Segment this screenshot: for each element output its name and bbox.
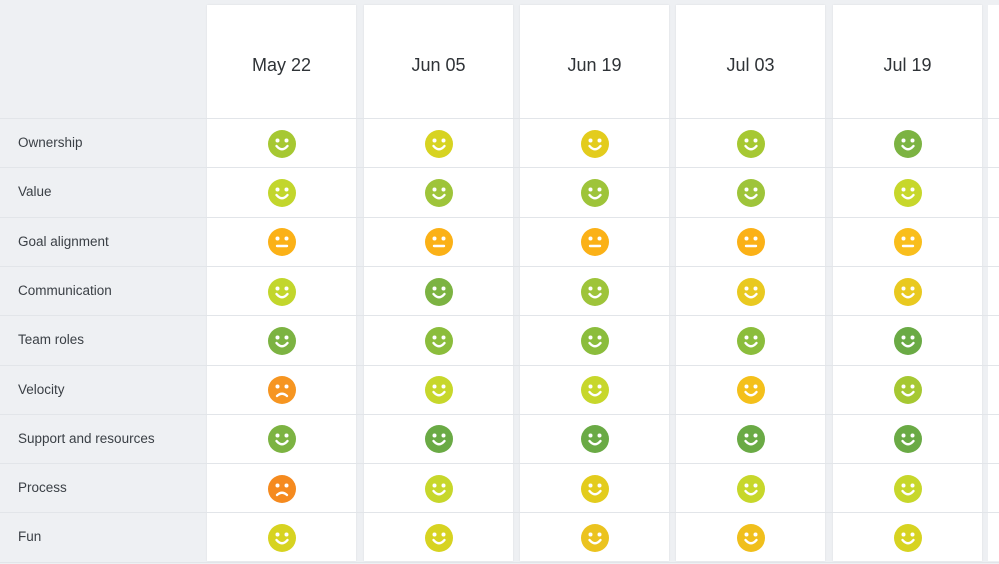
happy-face-icon[interactable] <box>267 178 297 208</box>
happy-face-icon[interactable] <box>736 474 766 504</box>
happy-face-icon[interactable] <box>424 474 454 504</box>
happy-face-icon[interactable] <box>736 326 766 356</box>
happy-face-icon[interactable] <box>580 424 610 454</box>
metric-label: Process <box>18 480 67 496</box>
neutral-face-icon[interactable] <box>580 227 610 257</box>
row-separator <box>0 463 999 464</box>
happy-face-icon[interactable] <box>893 523 923 553</box>
neutral-face-icon[interactable] <box>424 227 454 257</box>
happy-face-icon[interactable] <box>736 178 766 208</box>
happy-face-icon[interactable] <box>424 129 454 159</box>
happy-face-icon[interactable] <box>893 375 923 405</box>
date-column-title: Jun 19 <box>567 55 622 75</box>
metric-label: Team roles <box>18 332 85 348</box>
happy-face-icon[interactable] <box>893 277 923 307</box>
row-separator <box>0 315 999 316</box>
neutral-face-icon[interactable] <box>267 227 297 257</box>
happy-face-icon[interactable] <box>580 375 610 405</box>
metric-label: Goal alignment <box>18 233 109 249</box>
metric-label: Fun <box>18 529 42 545</box>
metric-label: Velocity <box>18 381 65 397</box>
happy-face-icon[interactable] <box>580 523 610 553</box>
happy-face-icon[interactable] <box>424 178 454 208</box>
date-column-title: Jul 03 <box>726 55 775 75</box>
happy-face-icon[interactable] <box>580 277 610 307</box>
row-separator <box>0 414 999 415</box>
date-column-title: May 22 <box>251 55 312 75</box>
neutral-face-icon[interactable] <box>736 227 766 257</box>
sad-face-icon[interactable] <box>267 375 297 405</box>
row-separator <box>0 562 999 563</box>
happy-face-icon[interactable] <box>893 129 923 159</box>
metric-label: Ownership <box>18 135 83 150</box>
happy-face-icon[interactable] <box>580 474 610 504</box>
row-separator <box>0 217 999 218</box>
happy-face-icon[interactable] <box>580 326 610 356</box>
neutral-face-icon[interactable] <box>893 227 923 257</box>
happy-face-icon[interactable] <box>893 424 923 454</box>
happy-face-icon[interactable] <box>580 178 610 208</box>
row-separator <box>0 167 999 168</box>
date-column-title: Jun 05 <box>411 55 466 75</box>
happy-face-icon[interactable] <box>267 326 297 356</box>
happy-face-icon[interactable] <box>736 129 766 159</box>
happy-face-icon[interactable] <box>267 424 297 454</box>
metric-label: Support and resources <box>18 430 155 446</box>
happy-face-icon[interactable] <box>267 523 297 553</box>
happy-face-icon[interactable] <box>424 277 454 307</box>
happy-face-icon[interactable] <box>736 424 766 454</box>
happy-face-icon[interactable] <box>267 129 297 159</box>
row-separator <box>0 512 999 513</box>
happy-face-icon[interactable] <box>893 178 923 208</box>
happy-face-icon[interactable] <box>424 523 454 553</box>
happy-face-icon[interactable] <box>580 129 610 159</box>
happy-face-icon[interactable] <box>267 277 297 307</box>
happy-face-icon[interactable] <box>893 474 923 504</box>
happy-face-icon[interactable] <box>424 424 454 454</box>
happy-face-icon[interactable] <box>424 375 454 405</box>
next-column-card-partial <box>988 5 999 561</box>
row-separator <box>0 118 999 119</box>
happy-face-icon[interactable] <box>736 523 766 553</box>
happy-face-icon[interactable] <box>736 375 766 405</box>
metric-label: Value <box>18 184 52 200</box>
happy-face-icon[interactable] <box>736 277 766 307</box>
happy-face-icon[interactable] <box>893 326 923 356</box>
row-separator <box>0 266 999 267</box>
metric-label: Communication <box>18 282 112 298</box>
happy-face-icon[interactable] <box>424 326 454 356</box>
date-column-title: Jul 19 <box>883 55 932 75</box>
sad-face-icon[interactable] <box>267 474 297 504</box>
row-separator <box>0 365 999 366</box>
